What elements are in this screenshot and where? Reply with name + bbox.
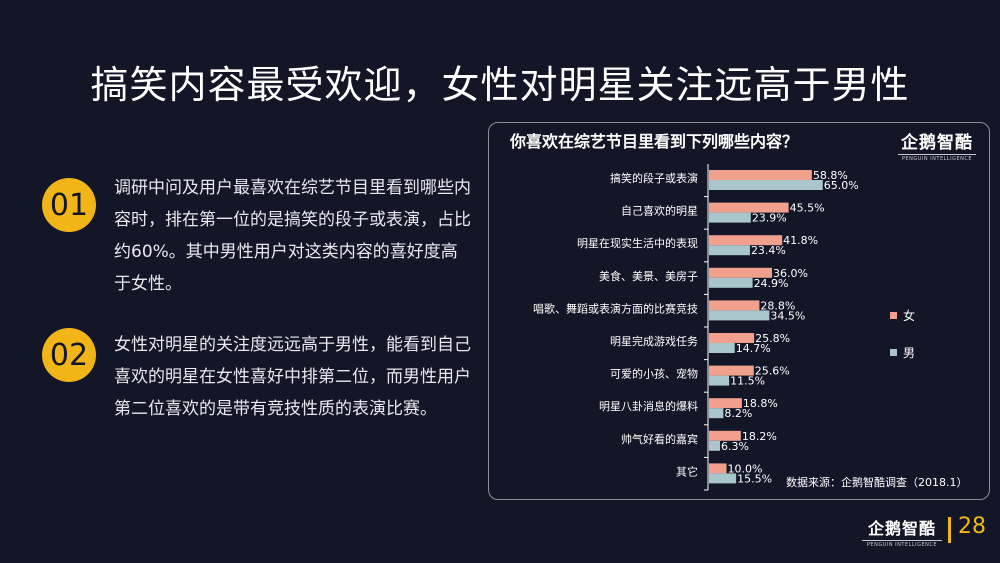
point-number-badge: 01	[42, 178, 96, 232]
footer-logo-name: 企鹅智酷	[867, 519, 936, 538]
category-label: 明星八卦消息的爆料	[599, 399, 698, 413]
data-label-male: 6.3%	[721, 440, 749, 453]
chart-title: 你喜欢在综艺节目里看到下列哪些内容？	[510, 132, 799, 151]
point-text: 女性对明星的关注度远远高于男性，能看到自己喜欢的明星在女性喜好中排第二位，而男性…	[114, 335, 471, 419]
bar-male	[709, 277, 753, 288]
bar-female	[709, 235, 783, 246]
bar-male	[709, 343, 735, 353]
data-label-male: 23.9%	[752, 212, 787, 225]
bar-female	[709, 300, 760, 311]
data-label-female: 28.8%	[760, 299, 795, 312]
brand-logo-name: 企鹅智酷	[901, 133, 973, 153]
page-divider	[948, 517, 951, 543]
brand-logo: 企鹅智酷 PENGUIN INTELLIGENCE	[898, 128, 976, 162]
legend-swatch-female	[890, 312, 897, 319]
data-label-male: 24.9%	[754, 277, 789, 290]
data-label-female: 41.8%	[783, 234, 818, 247]
bar-female	[709, 170, 812, 180]
data-label-female: 25.8%	[755, 332, 790, 345]
category-label: 搞笑的段子或表演	[610, 171, 698, 185]
bar-female	[709, 463, 727, 474]
page-title: 搞笑内容最受欢迎，女性对明星关注远高于男性	[90, 63, 910, 107]
chart-panel	[488, 122, 990, 500]
category-label: 美食、美景、美房子	[599, 269, 698, 283]
page-number: 28	[958, 514, 986, 539]
bar-male	[709, 212, 751, 223]
bar-male	[709, 245, 750, 256]
data-label-female: 45.5%	[790, 202, 825, 215]
data-label-female: 36.0%	[773, 267, 808, 280]
bar-chart: 搞笑的段子或表演 58.8%65.0% 自己喜欢的明星 45.5%23.9% 明星在现实…	[533, 164, 915, 491]
bar-male	[709, 440, 721, 451]
bar-female	[709, 333, 755, 343]
data-label-male: 23.4%	[751, 244, 786, 257]
category-label: 自己喜欢的明星	[621, 204, 698, 218]
data-label-female: 18.8%	[743, 397, 778, 410]
bar-male	[709, 180, 823, 190]
data-label-female: 58.8%	[813, 169, 848, 182]
bar-male	[709, 473, 737, 484]
bar-male	[709, 375, 730, 386]
bar-female	[709, 267, 772, 278]
category-label: 唱歌、舞蹈或表演方面的比赛竞技	[533, 301, 698, 315]
point-number-badge: 02	[42, 328, 96, 382]
data-label-female: 18.2%	[742, 430, 777, 443]
footer-logo: 企鹅智酷 PENGUIN INTELLIGENCE	[862, 515, 942, 548]
bar-female	[709, 430, 741, 441]
point-text: 调研中问及用户最喜欢在综艺节目里看到哪些内容时，排在第一位的是搞笑的段子或表演，…	[114, 178, 471, 294]
bar-male	[709, 310, 770, 321]
data-label-female: 25.6%	[755, 365, 790, 378]
data-label-male: 65.0%	[824, 179, 859, 192]
data-source-note: 数据来源：企鹅智酷调查（2018.1）	[786, 476, 968, 489]
data-label-male: 11.5%	[730, 375, 765, 388]
category-label: 其它	[676, 464, 698, 478]
bar-female	[709, 202, 789, 213]
legend-label-male: 男	[903, 346, 915, 360]
data-label-female: 10.0%	[728, 462, 763, 475]
bar-female	[709, 365, 754, 376]
data-label-male: 14.7%	[736, 342, 771, 355]
data-label-male: 15.5%	[737, 472, 772, 485]
bar-female	[709, 398, 742, 409]
data-label-male: 8.2%	[724, 407, 752, 420]
bar-male	[709, 408, 724, 419]
brand-logo-subtitle: PENGUIN INTELLIGENCE	[898, 154, 976, 162]
category-label: 明星在现实生活中的表现	[577, 236, 698, 250]
legend-swatch-male	[890, 349, 897, 356]
data-label-male: 34.5%	[770, 309, 805, 322]
category-label: 明星完成游戏任务	[610, 334, 698, 348]
category-label: 帅气好看的嘉宾	[621, 432, 698, 446]
footer-logo-subtitle: PENGUIN INTELLIGENCE	[862, 540, 942, 548]
legend-label-female: 女	[903, 308, 915, 323]
category-label: 可爱的小孩、宠物	[610, 367, 698, 381]
